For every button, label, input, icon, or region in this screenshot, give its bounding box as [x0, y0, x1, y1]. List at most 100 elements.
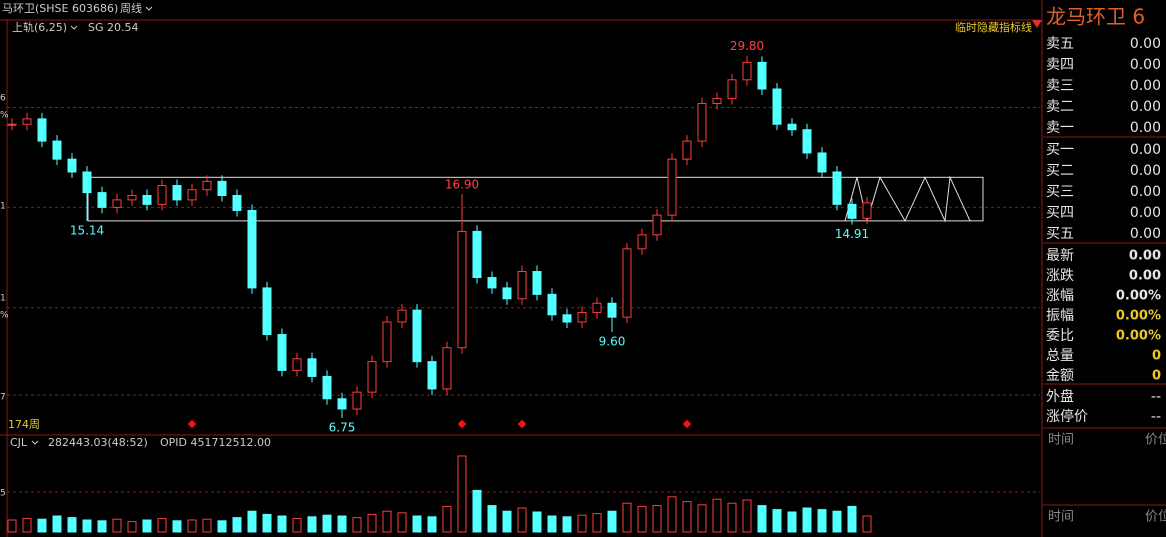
volume-bar — [502, 510, 512, 533]
quote-value: 0.00% — [1116, 329, 1161, 344]
candle — [637, 234, 647, 250]
axis-fragment: 6 — [0, 94, 6, 104]
volume-bar — [802, 507, 812, 533]
volume-bar — [607, 510, 617, 533]
candle — [562, 314, 572, 323]
hide-indicator[interactable]: 临时隐藏指标线 — [955, 20, 1032, 34]
candle — [127, 194, 137, 201]
volume-bar — [322, 514, 332, 533]
quote-value: 0.00 — [1130, 226, 1161, 242]
price-annotation: 29.80 — [730, 39, 764, 53]
dropdown-icon — [70, 25, 78, 30]
candle — [292, 358, 302, 371]
tick-header: 价位 — [1145, 433, 1166, 448]
quote-label: 买二 — [1046, 163, 1074, 179]
candle — [337, 398, 347, 410]
quote-title: 龙马环卫 6 — [1046, 5, 1145, 29]
volume-bar — [22, 517, 32, 533]
volume-bar — [697, 504, 707, 533]
quote-label: 最新 — [1046, 248, 1074, 264]
candle — [157, 185, 167, 205]
opid: OPID 451712512.00 — [160, 436, 271, 449]
axis-fragment: 7 — [0, 393, 6, 403]
volume-bar — [592, 513, 602, 533]
candle — [712, 98, 722, 104]
quote-label: 买一 — [1046, 142, 1074, 158]
candle — [7, 123, 17, 126]
quote-value: 0.00 — [1130, 36, 1161, 52]
period[interactable]: 周线 — [120, 1, 142, 15]
candle — [697, 102, 707, 142]
quote-label: 卖五 — [1046, 36, 1074, 52]
volume-bar — [787, 511, 797, 533]
volume-bar — [562, 516, 572, 533]
volume-bar — [97, 520, 107, 533]
volume-bar — [277, 515, 287, 533]
volume-label[interactable]: CJL — [10, 436, 28, 449]
candle — [247, 209, 257, 289]
candle — [82, 171, 92, 194]
volume-bar — [667, 496, 677, 533]
candle — [262, 287, 272, 336]
quote-value: 0 — [1152, 369, 1161, 384]
quote-label: 委比 — [1046, 328, 1074, 344]
volume-bar — [757, 505, 767, 533]
volume-bar — [532, 511, 542, 533]
volume-bar — [472, 489, 482, 533]
volume-bar — [622, 502, 632, 533]
quote-label: 卖四 — [1046, 57, 1074, 73]
quote-value: 0.00 — [1129, 249, 1161, 264]
candle — [397, 309, 407, 323]
candle — [577, 311, 587, 323]
candle — [322, 375, 332, 400]
volume-bar — [682, 501, 692, 533]
candle — [52, 140, 62, 160]
volume-bar — [727, 502, 737, 533]
symbol: 马环卫(SHSE 603686) — [2, 2, 118, 15]
quote-value: 0.00 — [1129, 269, 1161, 284]
volume-bar — [67, 517, 77, 533]
axis-fragment: 1 — [0, 202, 6, 212]
candle — [202, 180, 212, 191]
volume-bar — [307, 516, 317, 533]
candle — [862, 202, 872, 219]
volume-bar — [157, 517, 167, 533]
candle — [67, 158, 77, 173]
volume-bar — [352, 517, 362, 533]
candle — [112, 199, 122, 208]
corner-mark — [1032, 20, 1042, 28]
axis-fragment: 5 — [0, 489, 6, 499]
volume-bar — [262, 513, 272, 533]
tick-header: 价位 — [1145, 510, 1166, 525]
quote-value: 0.00 — [1130, 99, 1161, 115]
volume-bar — [487, 505, 497, 533]
candle — [412, 309, 422, 363]
candle — [517, 271, 527, 300]
volume-bar — [217, 520, 227, 533]
volume-bar — [412, 515, 422, 533]
volume-bar — [712, 498, 722, 533]
volume-bar — [127, 521, 137, 533]
volume-bar — [172, 520, 182, 533]
volume-bar — [52, 515, 62, 533]
candle — [217, 180, 227, 196]
quote-value: 0.00% — [1116, 309, 1161, 324]
volume-bar — [637, 505, 647, 533]
quote-label: 外盘 — [1046, 388, 1074, 405]
bar-count: 174周 — [8, 418, 40, 431]
quote-value: 0.00 — [1130, 78, 1161, 94]
candle — [622, 248, 632, 318]
axis-fragment: 1 — [0, 294, 6, 304]
quote-value: -- — [1151, 409, 1161, 425]
candle — [352, 391, 362, 410]
axis-fragment: % — [0, 111, 9, 121]
tick-header: 时间 — [1048, 433, 1074, 448]
dropdown-icon — [145, 6, 153, 11]
candle — [547, 293, 557, 316]
volume-value: 282443.03(48:52) — [48, 436, 148, 449]
quote-label: 总量 — [1046, 348, 1074, 364]
candle — [847, 203, 857, 219]
volume-bar — [817, 509, 827, 533]
candle — [532, 271, 542, 295]
quote-label: 卖二 — [1046, 99, 1074, 115]
